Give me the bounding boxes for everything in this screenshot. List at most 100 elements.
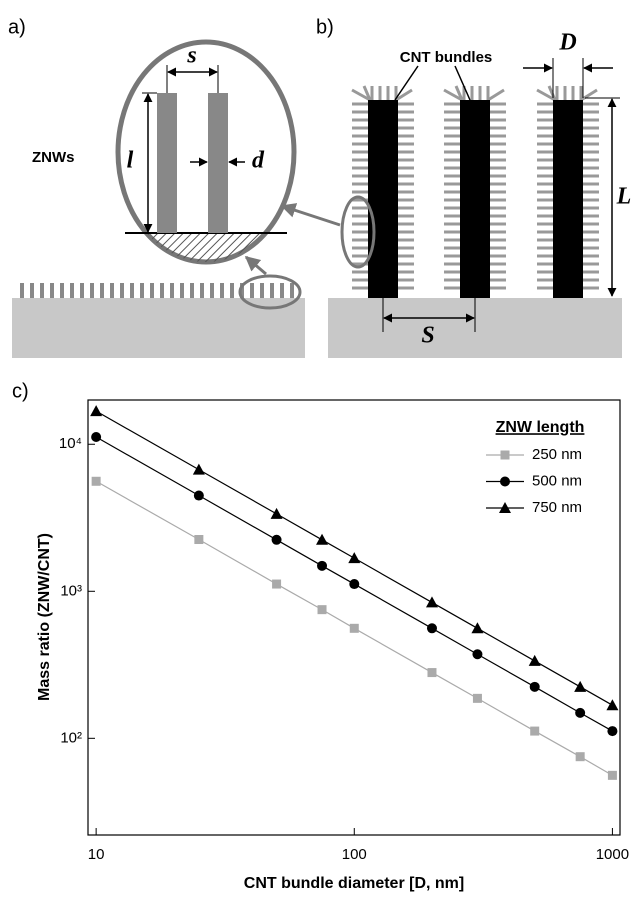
pointer (394, 65, 419, 101)
nanowire (547, 85, 557, 101)
nanowire (362, 85, 372, 101)
nanowire (290, 283, 294, 298)
nanowire (157, 93, 177, 233)
marker (317, 605, 327, 615)
panel-label: c) (12, 380, 29, 402)
nanowire (487, 88, 505, 102)
nanowire (190, 283, 194, 298)
nanowire (250, 283, 254, 298)
marker (606, 699, 619, 711)
nanowire (120, 283, 124, 298)
nanowire (536, 88, 556, 102)
marker (271, 534, 282, 545)
nanowire (240, 283, 244, 298)
panel-label: a) (8, 16, 26, 38)
panel-b: b) CNT bundles D L S (280, 16, 632, 358)
marker (427, 668, 437, 678)
nanowire (170, 283, 174, 298)
marker (472, 649, 483, 660)
marker (528, 654, 541, 666)
legend-marker (500, 476, 510, 487)
nanowire (210, 283, 214, 298)
series-line (95, 436, 613, 732)
legend-label: 250 nm (532, 446, 582, 463)
marker (530, 726, 540, 736)
y-tick-label: 10⁴ (59, 435, 82, 452)
nanowire (50, 283, 54, 298)
legend-marker (499, 502, 511, 513)
nanowire (395, 88, 413, 102)
series-line (95, 410, 613, 706)
marker (194, 535, 204, 545)
substrate (12, 298, 305, 358)
nanowire (110, 283, 114, 298)
marker (349, 579, 360, 590)
marker (193, 490, 204, 501)
nanowire (454, 85, 464, 101)
legend-title: ZNW length (496, 419, 585, 436)
dim-label: L (616, 184, 632, 210)
nanowire (20, 283, 24, 298)
y-tick-label: 10³ (60, 582, 82, 599)
nanowire (40, 283, 44, 298)
y-tick-label: 10² (60, 729, 82, 746)
base (118, 233, 294, 262)
nanowire (160, 283, 164, 298)
x-tick-label: 100 (342, 846, 367, 863)
marker (425, 596, 438, 608)
nanowire (80, 283, 84, 298)
nanowire (150, 283, 154, 298)
nanowire (260, 283, 264, 298)
nanowire (580, 88, 598, 102)
x-axis-label: CNT bundle diameter [D, nm] (244, 875, 464, 892)
marker (529, 681, 540, 692)
zoom-arrow (244, 255, 267, 276)
marker (317, 560, 328, 571)
dim-label: l (127, 148, 134, 174)
panel-a: a) s l d ZNWs (8, 16, 305, 358)
cnt-bundle (553, 100, 583, 298)
marker (91, 476, 101, 486)
nanowire (280, 283, 284, 298)
marker (272, 579, 282, 589)
nanowires (351, 85, 599, 290)
marker (316, 533, 329, 545)
marker (471, 622, 484, 634)
nanowire (140, 283, 144, 298)
nanowire (180, 283, 184, 298)
nanowire (130, 283, 134, 298)
nanowire (443, 88, 463, 102)
marker (575, 752, 585, 762)
zoom-ellipse (238, 274, 302, 310)
marker (348, 552, 361, 564)
dim-label: S (421, 323, 434, 349)
chart: c) Mass ratio (ZNW/CNT) CNT bundle diame… (12, 380, 629, 892)
zoom-arrow (280, 203, 341, 227)
nanowire (200, 283, 204, 298)
marker (574, 680, 587, 692)
nanowires (20, 283, 294, 298)
nanowire (208, 93, 228, 233)
marker (472, 693, 482, 703)
zoom-circle (115, 39, 297, 265)
label: ZNWs (32, 149, 75, 166)
pointer (454, 65, 471, 101)
marker (192, 463, 205, 475)
dim-label: D (558, 30, 576, 56)
x-tick-label: 1000 (596, 846, 629, 863)
cnt-bundle (460, 100, 490, 298)
marker (607, 726, 618, 737)
marker (607, 770, 617, 780)
legend-label: 500 nm (532, 472, 582, 489)
dim-label: d (252, 148, 265, 174)
plot-frame (87, 399, 621, 836)
nanowire (100, 283, 104, 298)
legend-marker (500, 450, 510, 460)
marker (349, 623, 359, 633)
nanowire (70, 283, 74, 298)
nanowire (351, 88, 371, 102)
marker (90, 405, 103, 417)
zoom-ellipse (340, 195, 376, 269)
nanowire (60, 283, 64, 298)
